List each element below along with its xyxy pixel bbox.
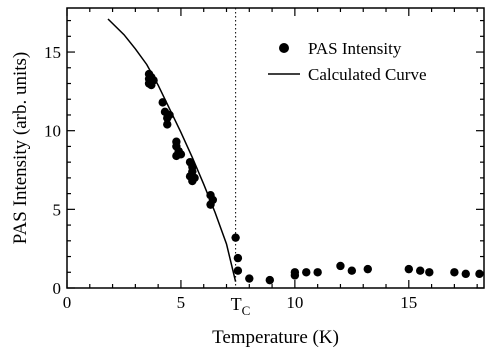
x-axis-label: Temperature (K) — [212, 327, 339, 348]
legend-label-pas-intensity: PAS Intensity — [308, 39, 402, 58]
data-point — [290, 271, 300, 280]
data-point — [415, 266, 425, 275]
y-tick-label: 10 — [44, 122, 61, 141]
tc-label: TC — [231, 294, 251, 318]
data-point — [231, 233, 240, 242]
pas-intensity-points — [144, 69, 484, 285]
data-point — [475, 269, 484, 279]
data-point — [313, 268, 322, 277]
tc-subscript: C — [242, 303, 251, 318]
legend-label-calculated-curve: Calculated Curve — [308, 65, 427, 84]
data-point — [245, 274, 254, 283]
legend-marker-pas-intensity — [279, 43, 289, 53]
x-tick-label: 0 — [63, 293, 72, 312]
x-tick-label: 15 — [400, 293, 417, 312]
data-point — [336, 261, 345, 271]
data-point — [302, 268, 311, 277]
data-point — [265, 275, 275, 285]
data-point — [347, 266, 357, 275]
plot-frame — [66, 7, 485, 289]
y-tick-label: 5 — [53, 200, 62, 219]
data-point — [233, 253, 243, 263]
data-point — [149, 76, 158, 85]
data-point — [233, 266, 243, 275]
y-axis-label: PAS Intensity (arb. units) — [10, 52, 31, 244]
data-point — [461, 269, 470, 279]
x-tick-label: 5 — [177, 293, 186, 312]
data-point — [363, 264, 372, 274]
data-point — [176, 150, 186, 159]
y-tick-label: 15 — [44, 43, 61, 62]
x-tick-label: 10 — [286, 293, 303, 312]
calculated-curve-line — [107, 18, 237, 282]
data-point — [163, 120, 172, 129]
data-point — [404, 264, 414, 274]
data-point — [190, 173, 199, 183]
data-point — [450, 268, 459, 277]
data-point — [425, 268, 434, 277]
y-tick-label: 0 — [53, 279, 62, 298]
